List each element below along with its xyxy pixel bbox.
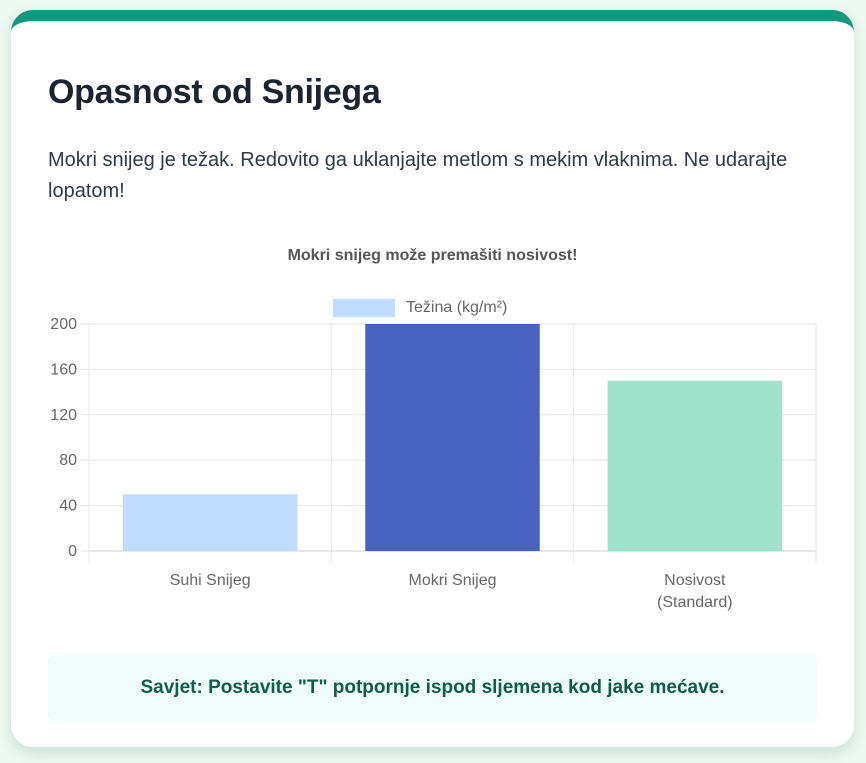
x-tick-label: Mokri Snijeg	[408, 572, 496, 589]
y-tick-label: 160	[50, 361, 77, 378]
x-tick-label: Suhi Snijeg	[170, 572, 251, 589]
chart-legend[interactable]: Težina (kg/m²)	[333, 299, 507, 317]
y-tick-label: 0	[68, 543, 77, 560]
y-tick-label: 120	[50, 407, 77, 424]
bar-suhi-snijeg[interactable]	[122, 494, 298, 551]
card-description: Mokri snijeg je težak. Redovito ga uklan…	[48, 149, 788, 202]
y-tick-label: 200	[50, 316, 77, 333]
x-tick-label: Nosivost	[664, 572, 726, 589]
bar-mokri-snijeg[interactable]	[365, 324, 540, 551]
bar-chart: 0 40 80 120 160 200 Suhi Snijeg Mokri Snijeg Nos…	[50, 316, 817, 611]
tip-box: Savjet: Postavite "T" potpornje ispod sl…	[48, 655, 817, 721]
legend-swatch	[333, 299, 395, 317]
snow-hazard-card: Opasnost od Snijega Mokri snijeg je teža…	[11, 10, 854, 747]
bar-nosivost-standard-[interactable]	[607, 380, 783, 551]
y-tick-label: 40	[59, 498, 77, 515]
chart-title: Mokri snijeg može premašiti nosivost!	[287, 247, 578, 264]
card-title: Opasnost od Snijega	[48, 73, 381, 111]
y-tick-label: 80	[59, 452, 77, 469]
x-tick-label: (Standard)	[657, 594, 733, 611]
legend-label: Težina (kg/m²)	[406, 299, 508, 316]
